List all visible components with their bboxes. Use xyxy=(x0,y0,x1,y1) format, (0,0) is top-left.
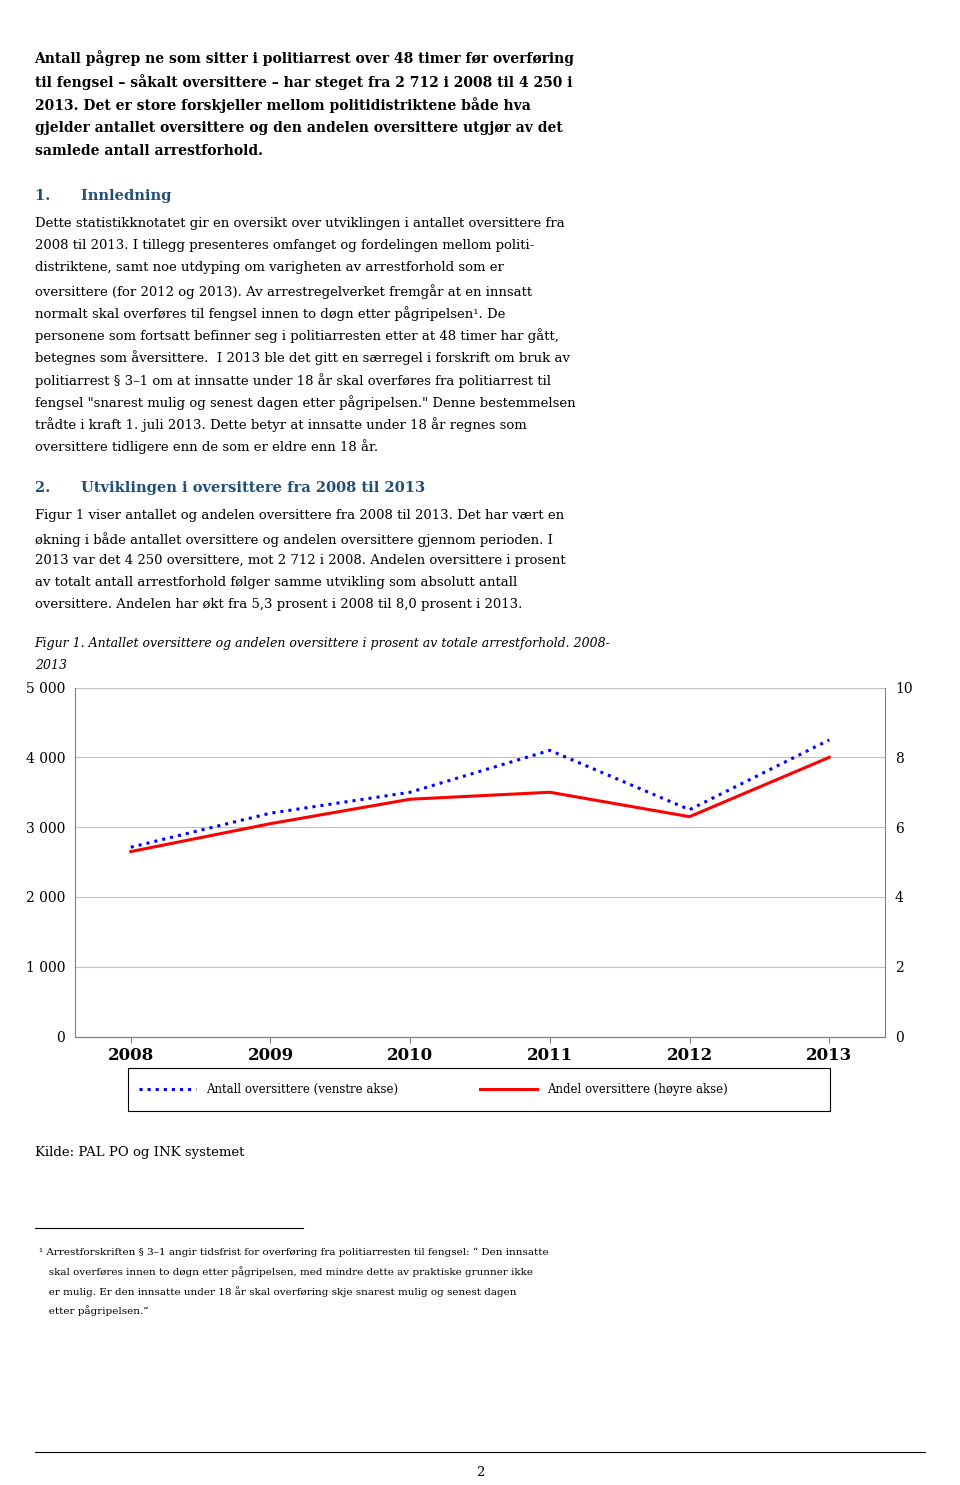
Text: ¹ Arrestforskriften § 3–1 angir tidsfrist for overføring fra politiarresten til : ¹ Arrestforskriften § 3–1 angir tidsfris… xyxy=(39,1247,549,1256)
Text: 2.      Utviklingen i oversittere fra 2008 til 2013: 2. Utviklingen i oversittere fra 2008 ti… xyxy=(35,481,424,495)
Text: samlede antall arrestforhold.: samlede antall arrestforhold. xyxy=(35,144,263,159)
Text: Figur 1. Antallet oversittere og andelen oversittere i prosent av totale arrestf: Figur 1. Antallet oversittere og andelen… xyxy=(35,637,611,650)
Text: distriktene, samt noe utdyping om varigheten av arrestforhold som er: distriktene, samt noe utdyping om varigh… xyxy=(35,261,503,275)
Text: av totalt antall arrestforhold følger samme utvikling som absolutt antall: av totalt antall arrestforhold følger sa… xyxy=(35,576,516,590)
Text: 2008 til 2013. I tillegg presenteres omfanget og fordelingen mellom politi-: 2008 til 2013. I tillegg presenteres omf… xyxy=(35,239,534,252)
Text: 2013 var det 4 250 oversittere, mot 2 712 i 2008. Andelen oversittere i prosent: 2013 var det 4 250 oversittere, mot 2 71… xyxy=(35,554,565,567)
Text: Kilde: PAL PO og INK systemet: Kilde: PAL PO og INK systemet xyxy=(35,1146,244,1160)
Text: 1.      Innledning: 1. Innledning xyxy=(35,189,171,202)
Text: personene som fortsatt befinner seg i politiarresten etter at 48 timer har gått,: personene som fortsatt befinner seg i po… xyxy=(35,328,559,343)
Text: til fengsel – såkalt oversittere – har steget fra 2 712 i 2008 til 4 250 i: til fengsel – såkalt oversittere – har s… xyxy=(35,74,572,91)
Text: oversittere tidligere enn de som er eldre enn 18 år.: oversittere tidligere enn de som er eldr… xyxy=(35,440,377,454)
Text: politiarrest § 3–1 om at innsatte under 18 år skal overføres fra politiarrest ti: politiarrest § 3–1 om at innsatte under … xyxy=(35,373,550,388)
Text: etter pågripelsen.”: etter pågripelsen.” xyxy=(39,1305,149,1316)
Text: Dette statistikknotatet gir en oversikt over utviklingen i antallet oversittere : Dette statistikknotatet gir en oversikt … xyxy=(35,217,564,230)
Text: Antall oversittere (venstre akse): Antall oversittere (venstre akse) xyxy=(206,1083,398,1096)
Text: økning i både antallet oversittere og andelen oversittere gjennom perioden. I: økning i både antallet oversittere og an… xyxy=(35,532,553,546)
Text: skal overføres innen to døgn etter pågripelsen, med mindre dette av praktiske gr: skal overføres innen to døgn etter pågri… xyxy=(39,1267,534,1277)
Text: er mulig. Er den innsatte under 18 år skal overføring skje snarest mulig og sene: er mulig. Er den innsatte under 18 år sk… xyxy=(39,1286,516,1296)
Text: 2013. Det er store forskjeller mellom politidistriktene både hva: 2013. Det er store forskjeller mellom po… xyxy=(35,98,531,113)
Text: normalt skal overføres til fengsel innen to døgn etter pågripelsen¹. De: normalt skal overføres til fengsel innen… xyxy=(35,306,505,321)
Text: oversittere (for 2012 og 2013). Av arrestregelverket fremgår at en innsatt: oversittere (for 2012 og 2013). Av arres… xyxy=(35,284,532,298)
Text: oversittere. Andelen har økt fra 5,3 prosent i 2008 til 8,0 prosent i 2013.: oversittere. Andelen har økt fra 5,3 pro… xyxy=(35,598,522,612)
Text: gjelder antallet oversittere og den andelen oversittere utgjør av det: gjelder antallet oversittere og den ande… xyxy=(35,120,563,135)
Text: 2013: 2013 xyxy=(35,659,66,671)
Text: 2: 2 xyxy=(476,1466,484,1479)
Text: trådte i kraft 1. juli 2013. Dette betyr at innsatte under 18 år regnes som: trådte i kraft 1. juli 2013. Dette betyr… xyxy=(35,417,526,432)
Text: Andel oversittere (høyre akse): Andel oversittere (høyre akse) xyxy=(547,1083,729,1096)
Text: Figur 1 viser antallet og andelen oversittere fra 2008 til 2013. Det har vært en: Figur 1 viser antallet og andelen oversi… xyxy=(35,509,564,523)
Text: Antall pågrep ne som sitter i politiarrest over 48 timer før overføring: Antall pågrep ne som sitter i politiarre… xyxy=(35,50,574,67)
Text: betegnes som åversittere.  I 2013 ble det gitt en særregel i forskrift om bruk a: betegnes som åversittere. I 2013 ble det… xyxy=(35,350,569,365)
Text: fengsel "snarest mulig og senest dagen etter pågripelsen." Denne bestemmelsen: fengsel "snarest mulig og senest dagen e… xyxy=(35,395,575,410)
